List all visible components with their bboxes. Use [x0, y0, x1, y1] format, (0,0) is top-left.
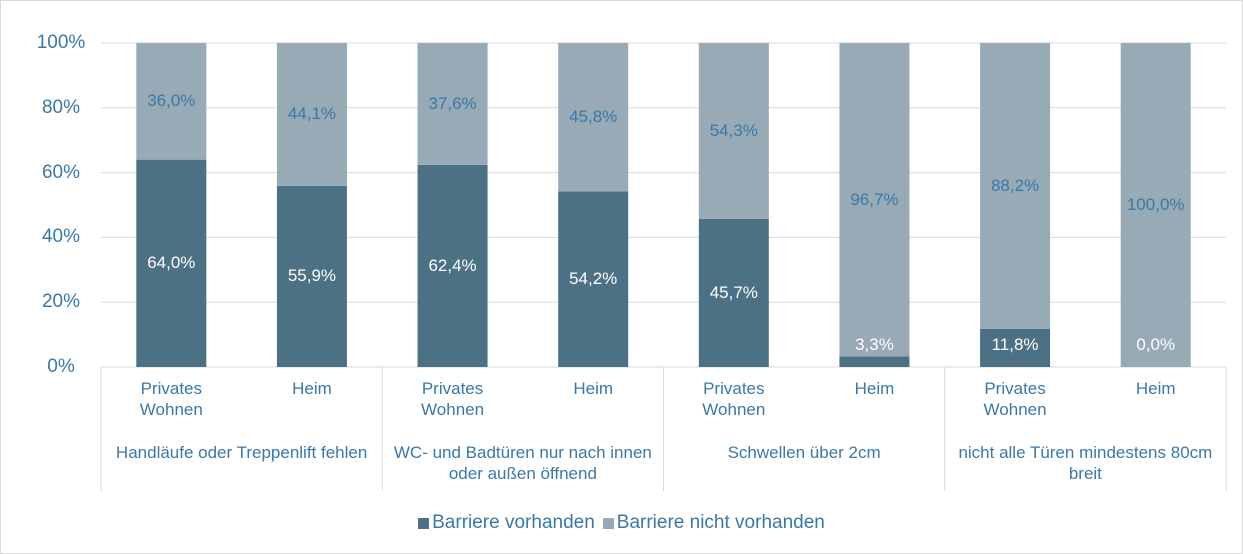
data-label: 55,9% [287, 266, 337, 286]
group-label: WC- und Badtüren nur nach innen oder auß… [393, 443, 652, 483]
bar-segment [276, 43, 347, 186]
data-label: 3,3% [855, 335, 894, 354]
legend-label: Barriere nicht vorhanden [616, 512, 825, 533]
legend-swatch [602, 517, 614, 529]
bar-segment [276, 185, 347, 367]
y-tick-label: 80% [41, 96, 81, 118]
data-label: 64,0% [147, 253, 196, 273]
x-tick-label: Heim [292, 379, 332, 398]
y-tick-label: 60% [41, 161, 81, 183]
data-label: 96,7% [850, 189, 899, 209]
x-tick-label: Privates Wohnen [983, 379, 1047, 419]
y-tick-label: 100% [36, 32, 86, 53]
legend-item: Barriere vorhanden [418, 512, 595, 534]
y-tick-label: 0% [47, 356, 75, 377]
data-label: 44,1% [287, 104, 337, 124]
data-label: 45,8% [569, 107, 618, 127]
bar-segment [980, 43, 1051, 329]
data-label: 62,4% [428, 255, 477, 275]
bar-segment [136, 43, 207, 160]
x-tick-label: Heim [573, 379, 614, 398]
data-label: 36,0% [147, 91, 196, 111]
x-tick-label: Privates Wohnen [139, 379, 203, 419]
x-tick-label: Heim [1135, 379, 1176, 398]
bar-segment [839, 356, 910, 367]
bar-segment [698, 43, 769, 219]
bar-segment [980, 328, 1051, 367]
group-label: Handläufe oder Treppenlift fehlen [115, 443, 368, 462]
data-label: 54,2% [569, 269, 618, 289]
bar-segment [417, 164, 488, 367]
bar-segment [1120, 43, 1191, 367]
bar-segment [558, 43, 629, 192]
data-label: 88,2% [990, 175, 1040, 195]
x-tick-label: Heim [854, 379, 895, 398]
group-label: Schwellen über 2cm [727, 443, 881, 462]
legend-item: Barriere nicht vorhanden [602, 512, 825, 534]
bar-segment [558, 191, 629, 367]
y-tick-label: 40% [41, 226, 81, 248]
data-label: 54,3% [709, 120, 758, 140]
data-label: 11,8% [991, 335, 1039, 354]
legend: Barriere vorhanden Barriere nicht vorhand… [1, 512, 1242, 535]
bar-segment [698, 218, 769, 367]
y-tick-label: 20% [41, 291, 81, 313]
data-label: 37,6% [428, 93, 477, 113]
bar-segment [417, 43, 488, 165]
data-label: 0,0% [1136, 335, 1176, 354]
group-label: nicht alle Türen mindestens 80cm breit [958, 443, 1213, 483]
bar-segment [136, 159, 207, 367]
legend-swatch [418, 517, 430, 529]
data-label: 100,0% [1126, 195, 1185, 214]
x-tick-label: Privates Wohnen [421, 379, 485, 419]
x-tick-label: Privates Wohnen [702, 379, 766, 419]
legend-label: Barriere vorhanden [432, 512, 595, 533]
bar-segment [839, 43, 910, 357]
data-label: 45,7% [709, 282, 758, 302]
